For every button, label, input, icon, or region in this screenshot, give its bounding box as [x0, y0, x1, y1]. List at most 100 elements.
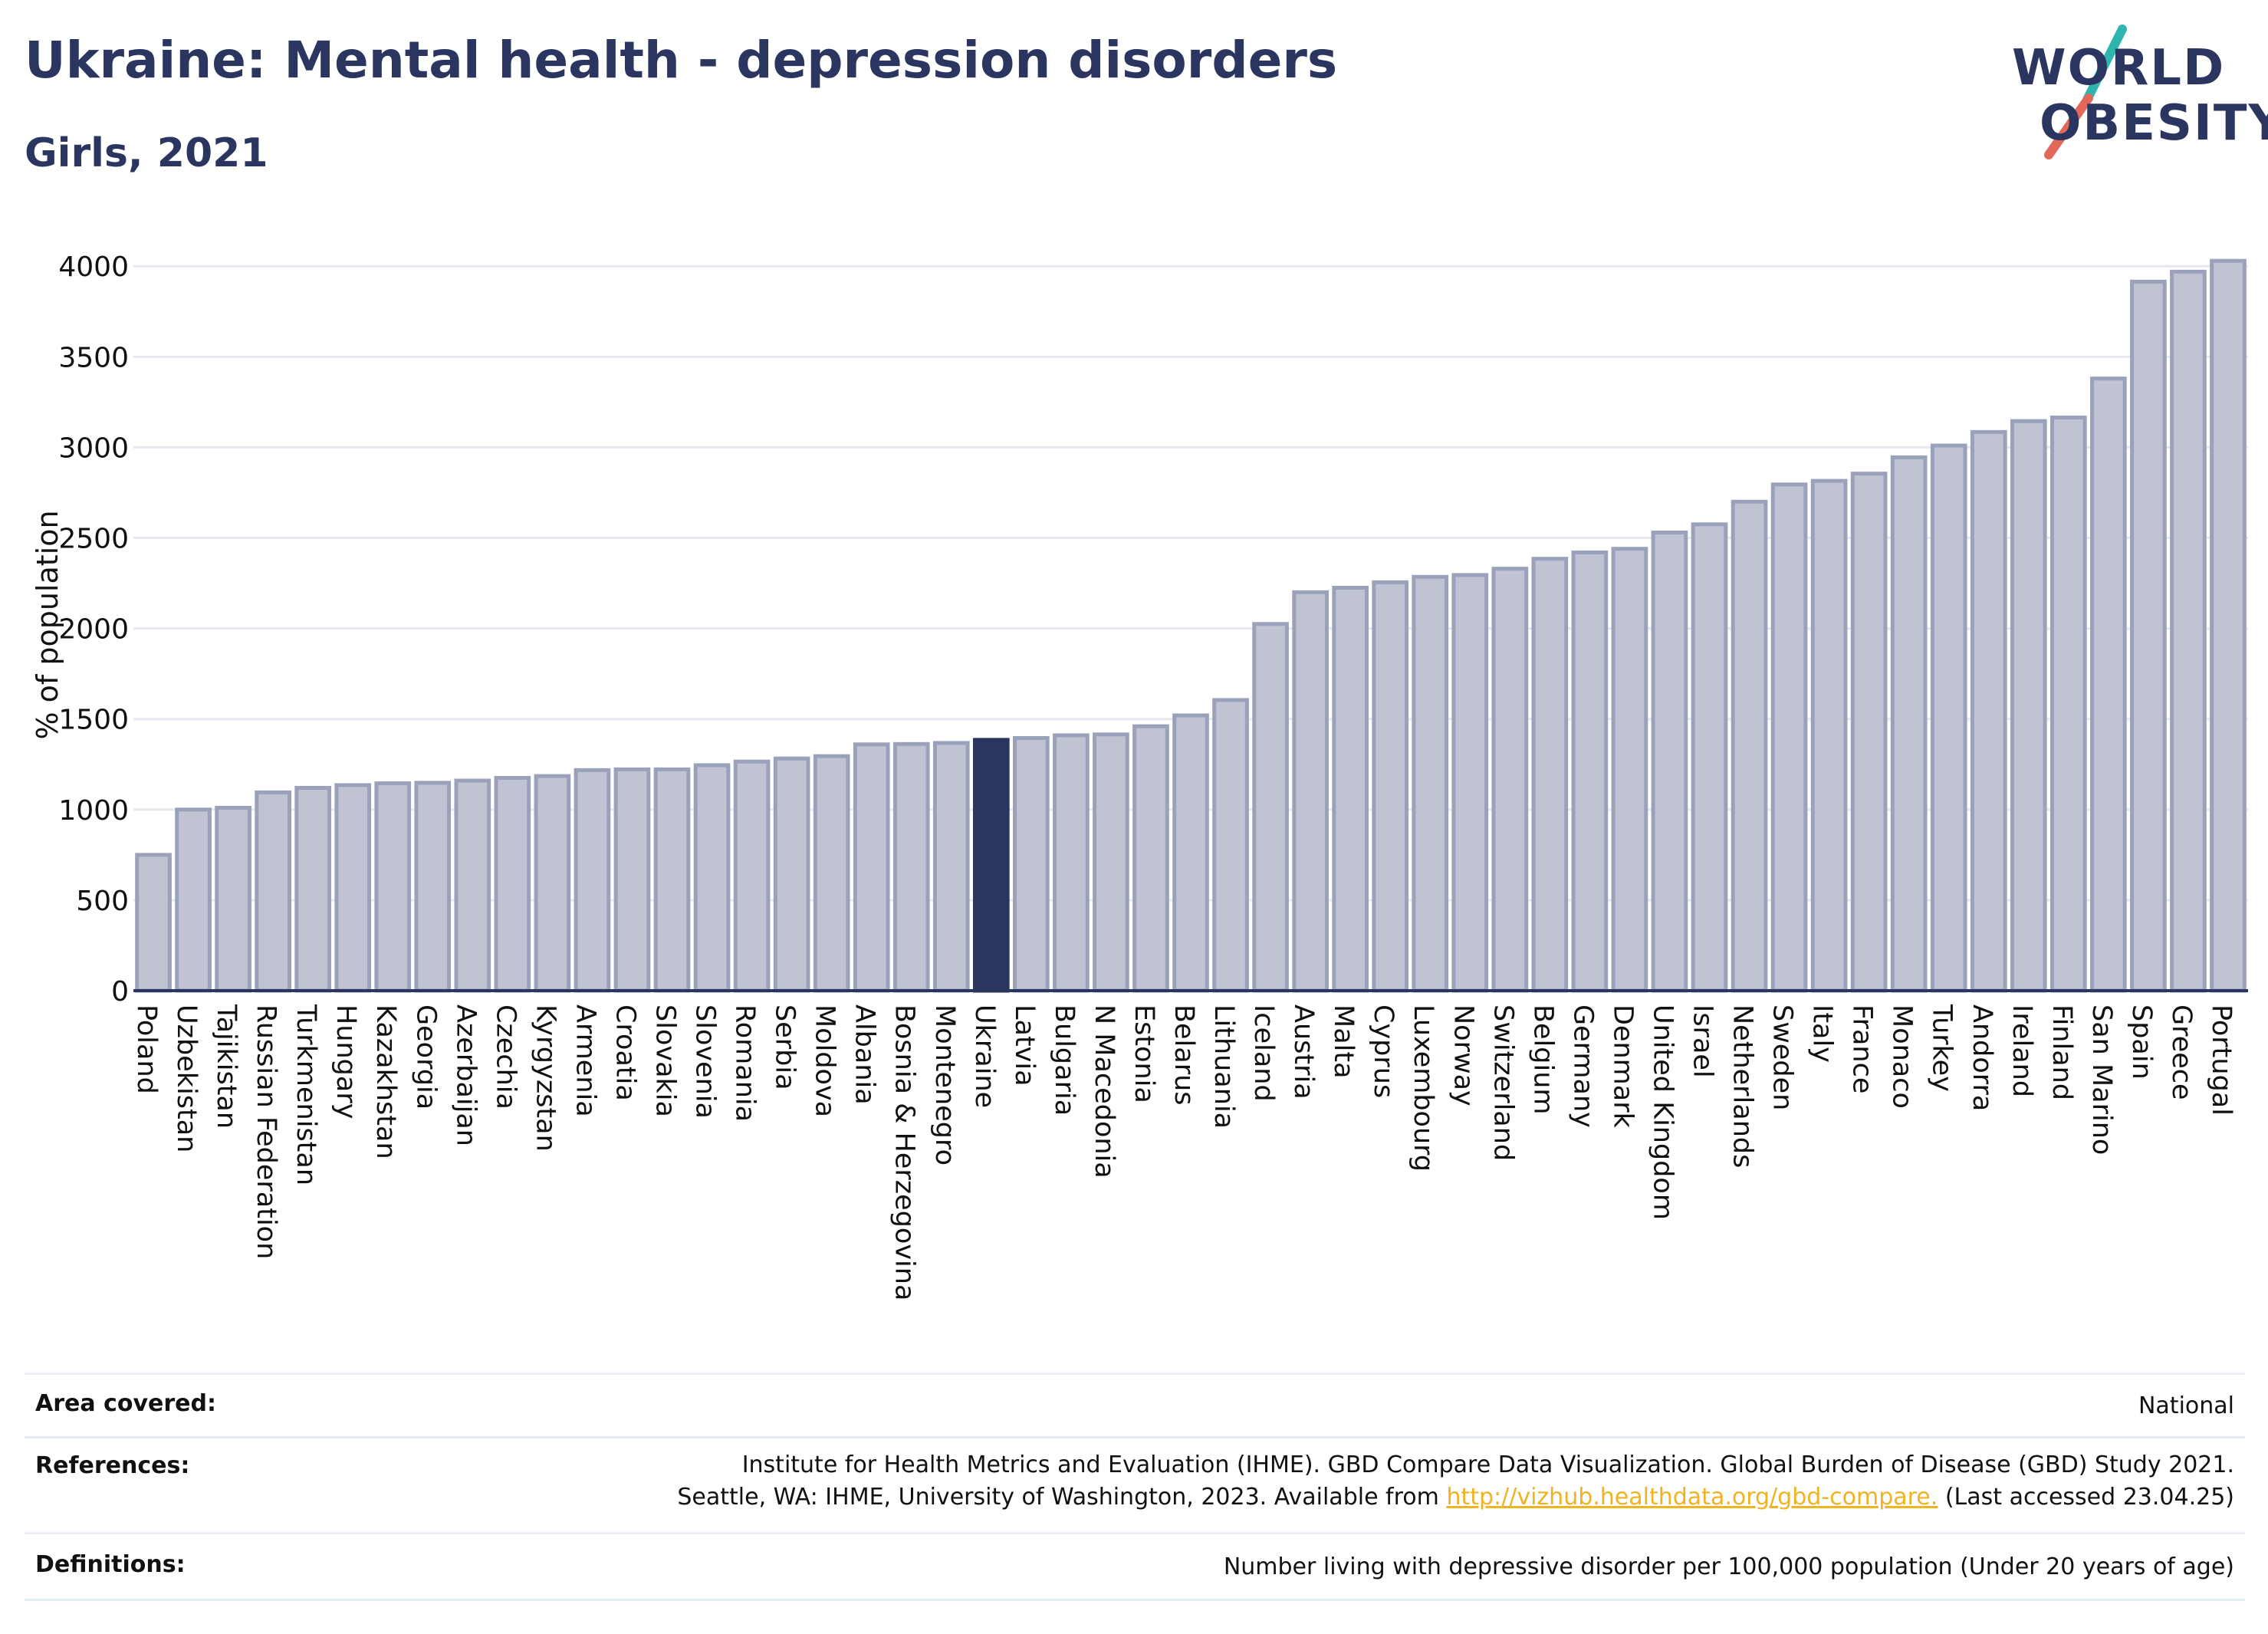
- x-tick-label: Luxembourg: [1408, 1004, 1438, 1172]
- bar-estonia: [1132, 724, 1169, 993]
- x-tick-label: Estonia: [1129, 1004, 1159, 1103]
- y-axis-label: % of population: [31, 510, 64, 739]
- definitions-label: Definitions:: [35, 1551, 186, 1578]
- x-tick-label: Ukraine: [969, 1004, 1000, 1108]
- bar-belgium: [1531, 557, 1569, 993]
- bar-n-macedonia: [1093, 732, 1129, 993]
- x-tick-label: Sweden: [1767, 1004, 1798, 1110]
- bar-germany: [1571, 550, 1609, 993]
- x-tick-label: Andorra: [1967, 1004, 1997, 1111]
- world-obesity-logo: WORLD OBESITY: [1994, 23, 2268, 161]
- x-tick-label: Uzbekistan: [171, 1004, 202, 1152]
- bar-turkey: [1930, 443, 1967, 993]
- bar-poland: [135, 853, 172, 993]
- y-tick-label: 2000: [58, 614, 129, 646]
- bar-azerbaijan: [454, 778, 491, 993]
- y-tick-label: 2500: [58, 524, 129, 555]
- y-tick-label: 3500: [58, 342, 129, 373]
- y-tick-labels: 0 500 1000 1500 2000 2500 3000 3500 4000: [58, 252, 129, 1008]
- footer-row-references: References: Institute for Health Metrics…: [25, 1436, 2245, 1532]
- bar-sweden: [1770, 482, 1808, 993]
- bar-united-kingdom: [1651, 530, 1688, 993]
- bar-tajikistan: [215, 805, 251, 993]
- x-tick-label: Romania: [730, 1004, 761, 1122]
- x-tick-label: Russian Federation: [251, 1004, 281, 1259]
- x-tick-label: Italy: [1807, 1004, 1838, 1063]
- chart-subtitle: Girls, 2021: [25, 130, 268, 176]
- bar-albania: [853, 742, 890, 993]
- chart-title: Ukraine: Mental health - depression diso…: [25, 31, 1338, 90]
- x-tick-label: Malta: [1328, 1004, 1359, 1079]
- x-tick-label: Montenegro: [929, 1004, 960, 1165]
- bar-bulgaria: [1053, 733, 1090, 993]
- references-line2-suffix: (Last accessed 23.04.25): [1944, 1484, 2234, 1511]
- bar-ukraine: [972, 738, 1010, 993]
- y-tick-label: 500: [76, 886, 129, 917]
- y-tick-label: 4000: [58, 252, 129, 283]
- bar-cyprus: [1372, 580, 1409, 993]
- x-tick-label: Georgia: [410, 1004, 441, 1110]
- x-tick-label: United Kingdom: [1647, 1004, 1678, 1220]
- x-tick-label: Ireland: [2007, 1004, 2037, 1097]
- x-tick-labels: Poland Uzbekistan Tajikistan Russian Federa…: [131, 1004, 2237, 1300]
- bar-malta: [1332, 585, 1369, 993]
- x-tick-label: Germany: [1567, 1004, 1598, 1128]
- bar-italy: [1810, 478, 1848, 993]
- x-tick-label: Moldova: [810, 1004, 840, 1117]
- x-tick-label: Armenia: [570, 1004, 600, 1117]
- bar-romania: [733, 759, 771, 993]
- chart-footer: Area covered: National References: Insti…: [25, 1373, 2245, 1601]
- y-tick-label: 0: [111, 976, 129, 1008]
- references-line2: Seattle, WA: IHME, University of Washing…: [677, 1481, 2234, 1514]
- bar-luxembourg: [1412, 574, 1449, 993]
- footer-row-definitions: Definitions: Number living with depressi…: [25, 1532, 2245, 1601]
- bar-turkmenistan: [294, 785, 332, 993]
- x-tick-label: N Macedonia: [1089, 1004, 1119, 1179]
- x-tick-label: Serbia: [770, 1004, 800, 1090]
- x-tick-label: Norway: [1448, 1004, 1478, 1106]
- bar-norway: [1451, 573, 1489, 993]
- y-tick-label: 1500: [58, 705, 129, 736]
- bar-czechia: [494, 775, 531, 993]
- y-tick-label: 1000: [58, 795, 129, 827]
- y-tick-label: 3000: [58, 432, 129, 464]
- x-tick-label: Switzerland: [1487, 1004, 1518, 1161]
- x-tick-label: Hungary: [330, 1004, 361, 1119]
- bar-lithuania: [1212, 698, 1249, 993]
- bar-montenegro: [932, 741, 970, 993]
- references-label: References:: [35, 1452, 190, 1479]
- x-tick-label: Cyprus: [1368, 1004, 1399, 1098]
- bar-serbia: [773, 756, 810, 993]
- x-tick-label: Slovenia: [690, 1004, 721, 1119]
- logo-slash-icon: [2044, 25, 2127, 159]
- bar-belarus: [1172, 713, 1209, 993]
- bar-kyrgyzstan: [534, 774, 571, 993]
- x-tick-label: Bulgaria: [1049, 1004, 1080, 1116]
- bar-switzerland: [1491, 567, 1529, 993]
- bar-spain: [2130, 279, 2167, 993]
- x-tick-label: Azerbaijan: [450, 1004, 481, 1146]
- bar-georgia: [414, 781, 452, 993]
- x-tick-label: Finland: [2046, 1004, 2077, 1100]
- bar-slovenia: [693, 763, 731, 993]
- footer-row-area: Area covered: National: [25, 1373, 2245, 1436]
- x-tick-label: Portugal: [2206, 1004, 2237, 1116]
- bar-ireland: [2010, 419, 2047, 993]
- x-tick-label: Czechia: [490, 1004, 521, 1110]
- x-tick-label: Greece: [2166, 1004, 2197, 1100]
- bar-greece: [2170, 269, 2207, 993]
- x-tick-label: Israel: [1687, 1004, 1717, 1078]
- bar-portugal: [2210, 258, 2247, 993]
- bar-moldova: [813, 754, 850, 993]
- bar-chart: 0 500 1000 1500 2000 2500 3000 3500 4000 Poland U…: [31, 252, 2248, 1300]
- references-link[interactable]: http://vizhub.healthdata.org/gbd-compare…: [1446, 1484, 1938, 1511]
- x-tick-label: Kazakhstan: [370, 1004, 401, 1159]
- x-tick-label: Turkey: [1927, 1004, 1957, 1092]
- x-tick-label: Belarus: [1169, 1004, 1199, 1106]
- x-tick-label: Denmark: [1607, 1004, 1638, 1129]
- references-value: Institute for Health Metrics and Evaluat…: [677, 1449, 2234, 1514]
- x-tick-label: Tajikistan: [211, 1004, 242, 1129]
- bar-hungary: [334, 783, 372, 993]
- bar-bosnia-herzegovina: [892, 741, 930, 993]
- bars: [135, 258, 2247, 993]
